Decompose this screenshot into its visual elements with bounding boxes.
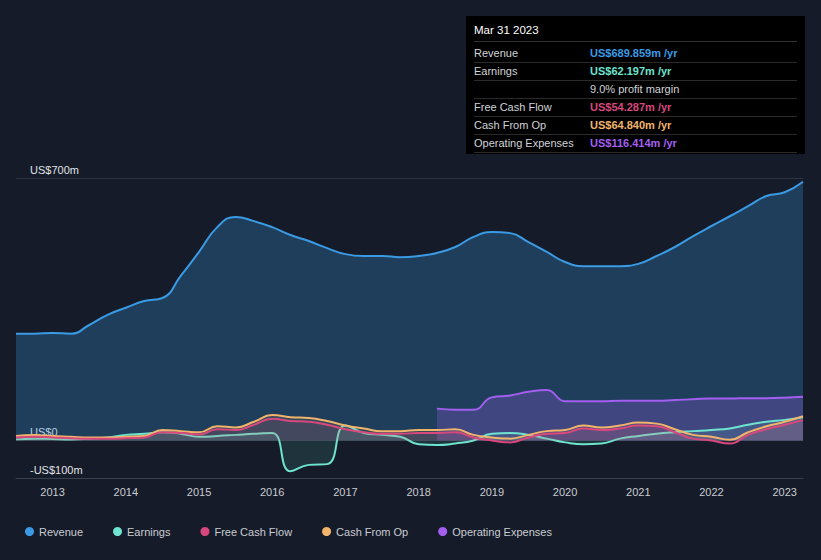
svg-text:Revenue: Revenue [39, 526, 83, 538]
html-text:Free Cash Flow: Free Cash Flow [474, 101, 552, 113]
svg-text:2017: 2017 [333, 486, 357, 498]
svg-text:2019: 2019 [480, 486, 504, 498]
html-text:Mar 31 2023: Mar 31 2023 [474, 24, 539, 36]
html-text:US$689.859m /yr: US$689.859m /yr [590, 47, 678, 59]
svg-text:2015: 2015 [187, 486, 211, 498]
svg-text:Operating Expenses: Operating Expenses [452, 526, 552, 538]
svg-text:Cash From Op: Cash From Op [336, 526, 408, 538]
svg-text:2013: 2013 [40, 486, 64, 498]
html-text:Earnings: Earnings [474, 65, 518, 77]
html-text:US$62.197m /yr: US$62.197m /yr [590, 65, 672, 77]
html-text:US$54.287m /yr: US$54.287m /yr [590, 101, 672, 113]
svg-text:2016: 2016 [260, 486, 284, 498]
svg-text:US$700m: US$700m [30, 164, 79, 176]
html-text:US$116.414m /yr: US$116.414m /yr [590, 137, 677, 149]
svg-text:Free Cash Flow: Free Cash Flow [214, 526, 292, 538]
svg-text:2022: 2022 [699, 486, 723, 498]
html-text:Operating Expenses: Operating Expenses [474, 137, 574, 149]
html-text:9.0% profit margin: 9.0% profit margin [590, 83, 680, 95]
svg-text:2020: 2020 [553, 486, 577, 498]
svg-text:-US$100m: -US$100m [30, 464, 83, 476]
svg-text:2014: 2014 [114, 486, 138, 498]
svg-text:2021: 2021 [626, 486, 650, 498]
html-text:Cash From Op: Cash From Op [474, 119, 547, 131]
svg-text:2023: 2023 [772, 486, 796, 498]
html-text:US$64.840m /yr: US$64.840m /yr [590, 119, 672, 131]
svg-text:2018: 2018 [406, 486, 430, 498]
html-text:Revenue: Revenue [474, 47, 518, 59]
svg-text:Earnings: Earnings [127, 526, 171, 538]
